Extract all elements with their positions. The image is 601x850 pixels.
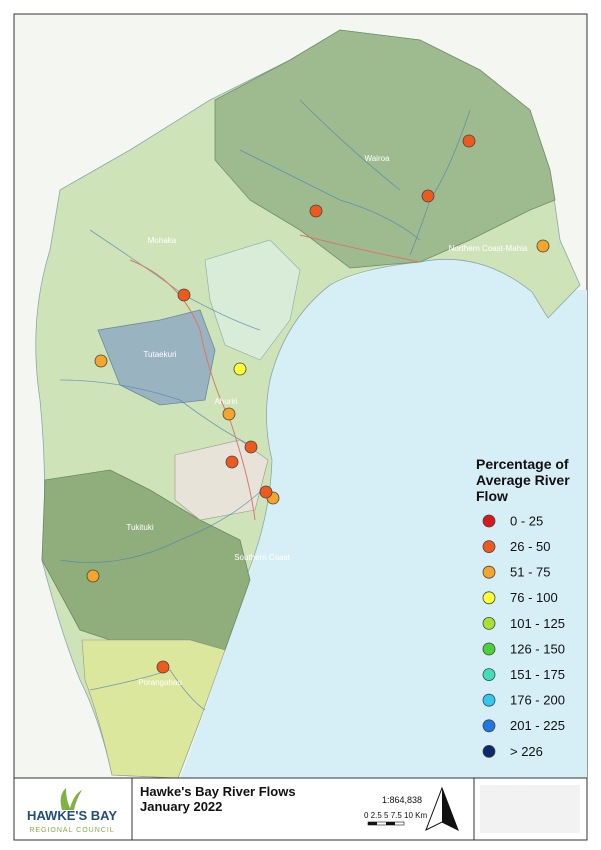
legend-swatch <box>482 591 496 605</box>
legend-label: 201 - 225 <box>510 718 565 733</box>
legend-swatch <box>482 617 496 630</box>
map-subtitle: January 2022 <box>140 799 222 814</box>
legend-label: 176 - 200 <box>510 693 565 708</box>
gauge-site <box>462 134 476 148</box>
gauge-site <box>233 362 247 376</box>
legend-label: 151 - 175 <box>510 667 565 682</box>
legend-swatch <box>482 540 496 553</box>
legend-label: 26 - 50 <box>510 539 550 554</box>
logo-subtext: REGIONAL COUNCIL <box>29 827 114 834</box>
region-label: Wairoa <box>364 154 390 163</box>
scale-bar <box>386 822 395 825</box>
legend-swatch <box>482 642 496 656</box>
tukituki-catchment <box>41 469 251 651</box>
roads <box>129 234 421 521</box>
region-label: Tutaekuri <box>143 350 176 359</box>
mohaka-lower <box>204 239 301 361</box>
gauge-site <box>94 354 108 368</box>
legend-label: > 226 <box>510 744 543 759</box>
gauge-site <box>244 440 258 454</box>
region-label: Northern Coast-Mahia <box>449 244 528 253</box>
legend-swatch <box>482 668 496 681</box>
gauge-site <box>421 189 435 203</box>
scale-bar-label: 0 2.5 5 7.5 10 Km <box>364 811 427 820</box>
logo-text: HAWKE'S BAY <box>27 808 117 823</box>
region-label: Mohaka <box>148 236 177 245</box>
legend-swatch <box>482 719 496 733</box>
gauge-site <box>225 455 239 469</box>
legend-label: 101 - 125 <box>510 616 565 631</box>
gauge-site <box>86 569 100 583</box>
region-label: Ahuriri <box>214 397 237 406</box>
scale-bar <box>368 822 377 825</box>
disclaimer <box>480 785 580 833</box>
legend-swatch <box>482 745 496 758</box>
gauge-site <box>259 485 273 499</box>
map-title: Hawke's Bay River Flows <box>140 784 296 799</box>
legend-swatch <box>482 514 496 528</box>
wairoa-catchment <box>214 29 556 269</box>
region-label: Porangahau <box>138 678 182 687</box>
region-label: Tukituki <box>126 523 153 532</box>
region-label: Southern Coast <box>234 553 290 562</box>
legend-label: 0 - 25 <box>510 513 543 528</box>
sea <box>180 240 587 778</box>
gauge-site <box>177 288 191 302</box>
legend-label: 76 - 100 <box>510 590 558 605</box>
legend-swatch <box>482 565 496 579</box>
logo-leaf <box>60 788 82 810</box>
porangahau-catchment <box>81 639 226 779</box>
gauge-site <box>309 204 323 218</box>
gauge-site <box>156 660 170 674</box>
legend-swatch <box>482 693 496 707</box>
north-arrow <box>442 788 458 830</box>
tutaekuri-catchment <box>97 309 216 406</box>
gauge-site <box>222 407 236 421</box>
legend-label: 126 - 150 <box>510 641 565 656</box>
map-scale: 1:864,838 <box>382 795 422 805</box>
gauge-site <box>536 239 550 253</box>
legend-label: 51 - 75 <box>510 565 550 580</box>
legend-title: Percentage of Average River Flow <box>476 456 570 504</box>
